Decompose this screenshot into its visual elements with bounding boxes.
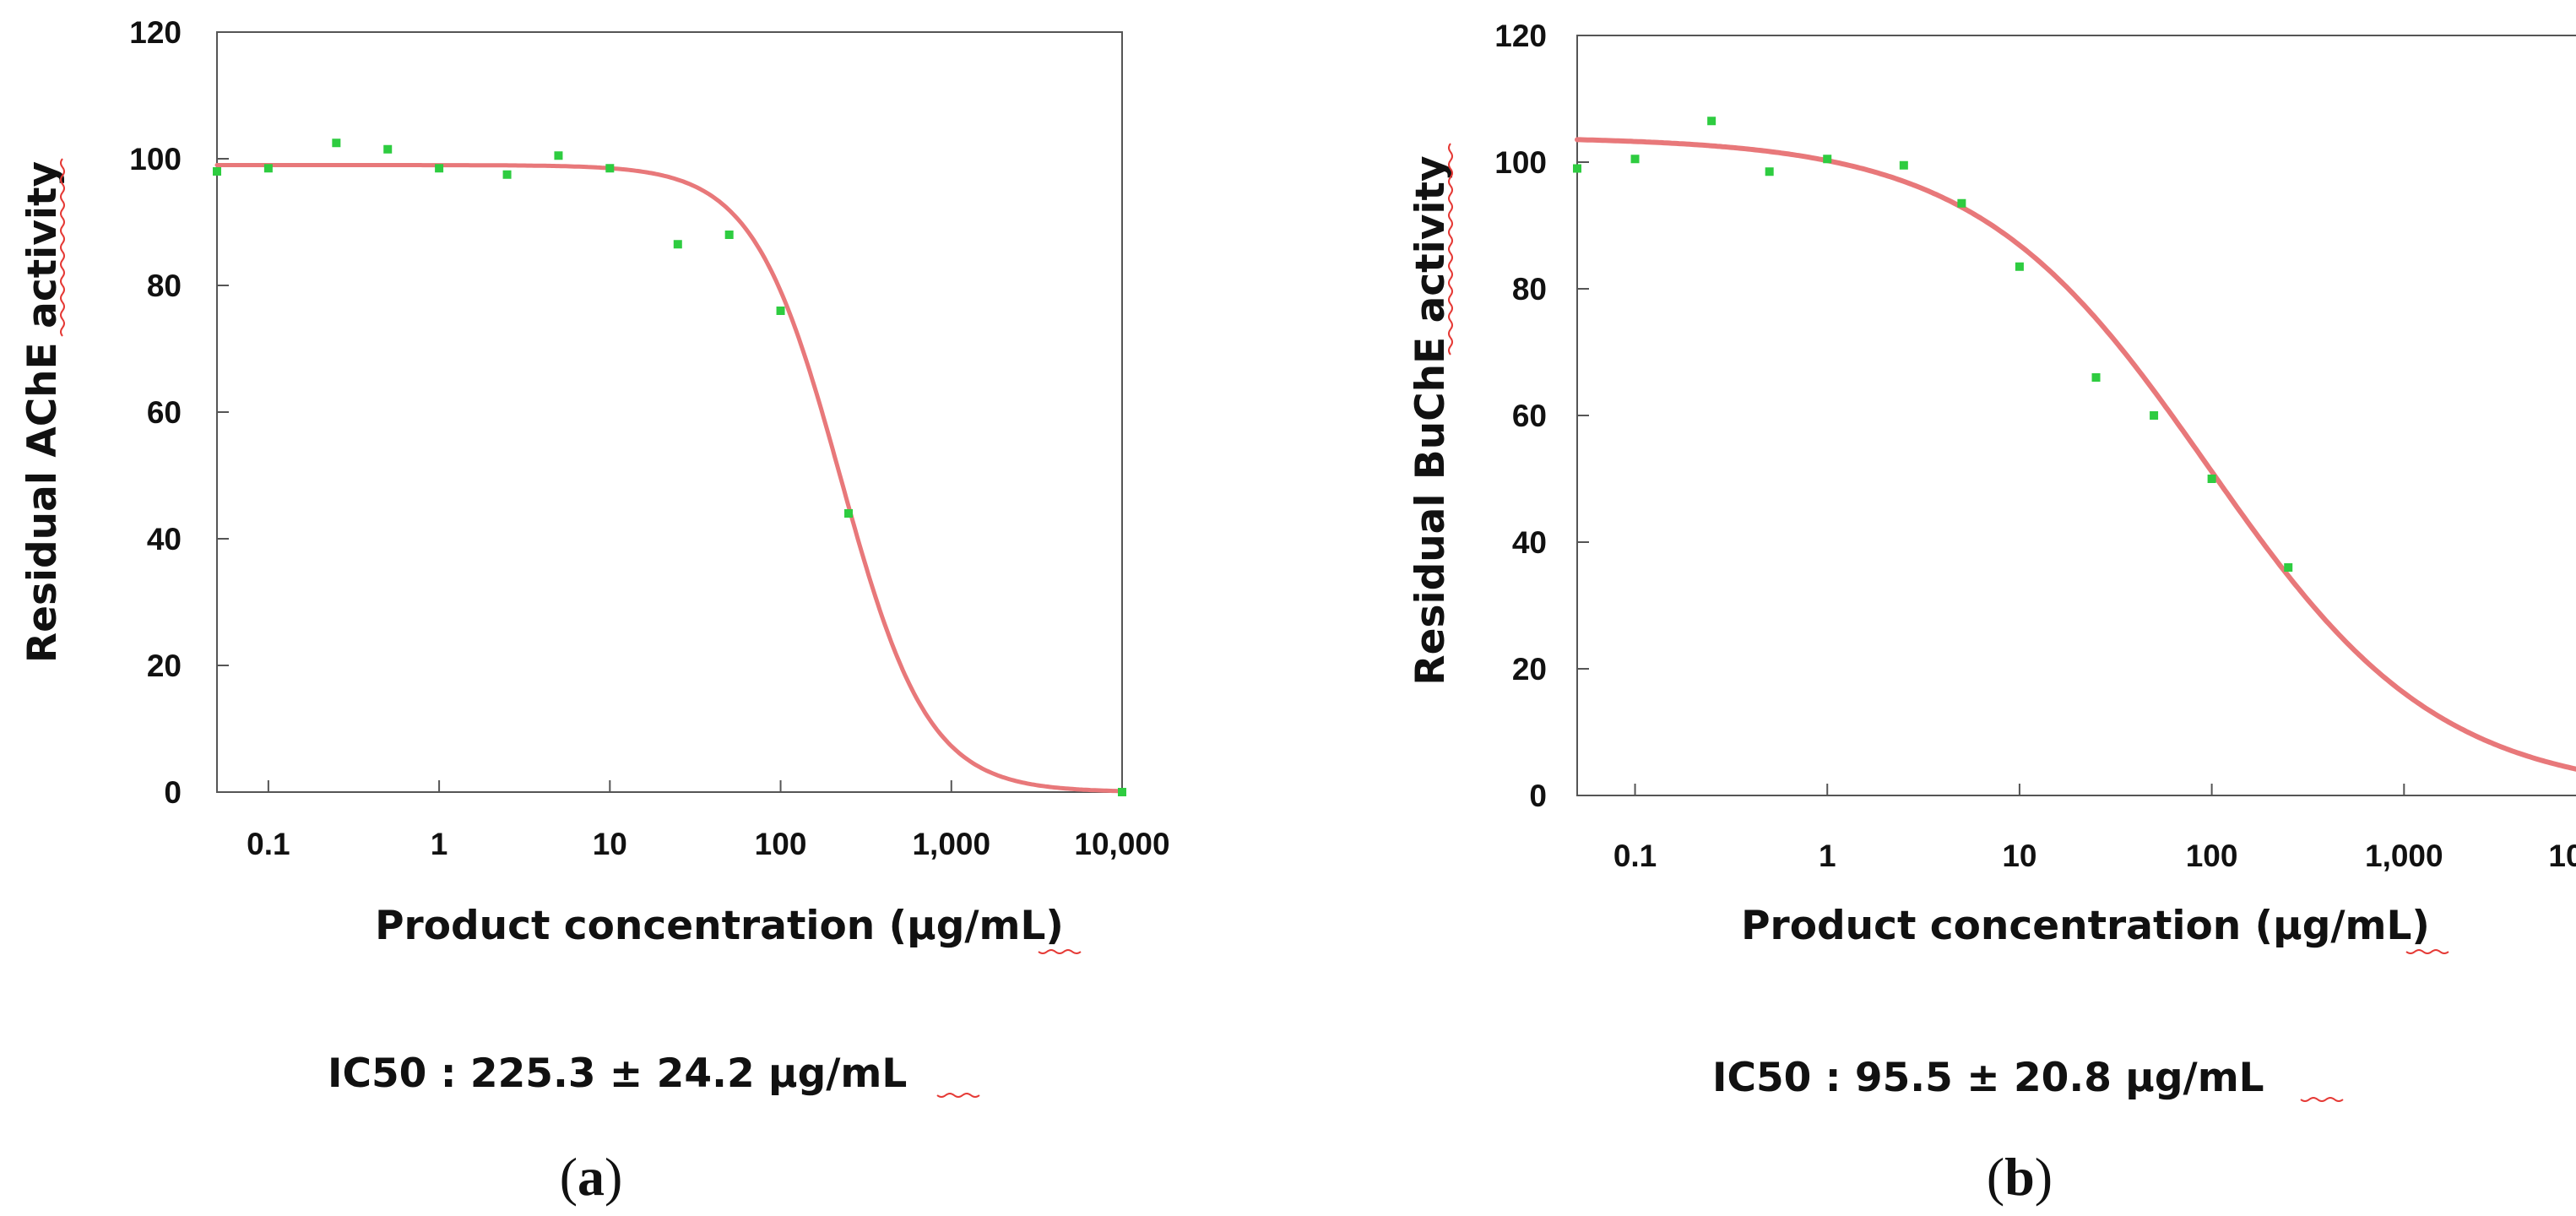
plot-area-b (1576, 35, 2576, 796)
y-tick-label: 0 (164, 775, 182, 810)
x-tick-label: 10 (2002, 839, 2036, 873)
data-point (724, 231, 734, 239)
x-tick-label: 10,000 (2548, 839, 2576, 873)
data-point (776, 307, 785, 315)
ic50-annotation-b: IC50 : 95.5 ± 20.8 µg/mL (1712, 1055, 2264, 1101)
spellcheck-squiggle (1448, 143, 1453, 356)
plot-area-a (216, 31, 1123, 793)
spellcheck-squiggle (2405, 949, 2449, 954)
x-axis-ticks-a: 0.1 1 10 100 1,000 10,000 (247, 780, 1170, 861)
data-point (502, 170, 512, 179)
data-point (1823, 155, 1832, 164)
y-tick-label: 20 (1512, 652, 1547, 687)
data-point (673, 240, 682, 249)
data-point (1707, 117, 1716, 126)
y-tick-label: 60 (1512, 399, 1547, 433)
x-tick-label: 1 (1819, 839, 1836, 873)
data-points-b (1573, 117, 2293, 572)
data-point (605, 164, 615, 173)
x-axis-title-a: Product concentration (µg/mL) (375, 903, 1064, 949)
spellcheck-squiggle (1038, 949, 1082, 954)
spellcheck-squiggle (2300, 1097, 2344, 1102)
y-tick-label: 100 (129, 142, 182, 176)
y-tick-label: 80 (1512, 272, 1547, 307)
x-axis-title-b: Product concentration (µg/mL) (1741, 903, 2430, 949)
data-point (1118, 788, 1126, 796)
ic50-annotation-a: IC50 : 225.3 ± 24.2 µg/mL (328, 1050, 907, 1097)
x-tick-label: 0.1 (1613, 839, 1657, 873)
y-tick-label: 100 (1494, 145, 1547, 180)
y-tick-label: 120 (129, 15, 182, 50)
x-tick-label: 100 (755, 827, 807, 861)
x-tick-label: 10,000 (1074, 827, 1169, 861)
y-tick-label: 0 (1529, 779, 1547, 813)
data-point (332, 138, 341, 148)
data-point (1957, 198, 1966, 208)
fit-curve-b (1575, 137, 2576, 772)
data-point (383, 144, 393, 154)
y-tick-label: 20 (147, 649, 182, 683)
x-axis-ticks-b: 0.1 1 10 100 1,000 10,000 (1613, 784, 2576, 873)
x-tick-label: 100 (2186, 839, 2238, 873)
panel-label-b: (b) (1987, 1147, 2053, 1207)
x-tick-label: 1 (431, 827, 448, 861)
data-point (1899, 160, 1908, 170)
y-axis-title-b: Residual BuChE activity (1407, 155, 1454, 685)
x-tick-label: 10 (593, 827, 627, 861)
data-point (844, 509, 854, 518)
y-axis-ticks-b: 0 20 40 60 80 100 120 (1494, 19, 1589, 813)
data-point (263, 164, 273, 173)
y-tick-label: 60 (147, 395, 182, 430)
data-point (1630, 155, 1640, 164)
data-point (2284, 563, 2293, 572)
x-tick-label: 1,000 (912, 827, 990, 861)
data-point (2207, 475, 2216, 483)
data-point (554, 151, 563, 160)
data-point (2015, 262, 2024, 271)
spellcheck-squiggle (60, 158, 65, 337)
chart-panel-b: 0 20 40 60 80 100 120 0.1 1 10 100 1,000 10,000 Res… (1407, 19, 2576, 1207)
data-point (213, 167, 221, 176)
y-tick-label: 120 (1494, 19, 1547, 53)
y-axis-ticks-a: 0 20 40 60 80 100 120 (129, 15, 229, 810)
data-points-a (213, 138, 1126, 796)
y-tick-label: 80 (147, 269, 182, 303)
panel-label-a: (a) (560, 1147, 623, 1207)
y-tick-label: 40 (1512, 525, 1547, 560)
data-point (435, 164, 444, 173)
data-point (1765, 167, 1774, 176)
data-point (2091, 373, 2101, 382)
chart-panel-a: 0 20 40 60 80 100 120 0.1 1 10 100 1,000 10,000 Res… (19, 15, 1170, 1207)
spellcheck-squiggle (936, 1093, 980, 1098)
y-axis-title-a: Residual AChE activity (19, 161, 66, 663)
y-tick-label: 40 (147, 522, 182, 556)
fit-curve-a (214, 163, 1125, 794)
data-point (2150, 411, 2159, 420)
data-point (1573, 164, 1581, 173)
x-tick-label: 1,000 (2365, 839, 2443, 873)
x-tick-label: 0.1 (247, 827, 290, 861)
